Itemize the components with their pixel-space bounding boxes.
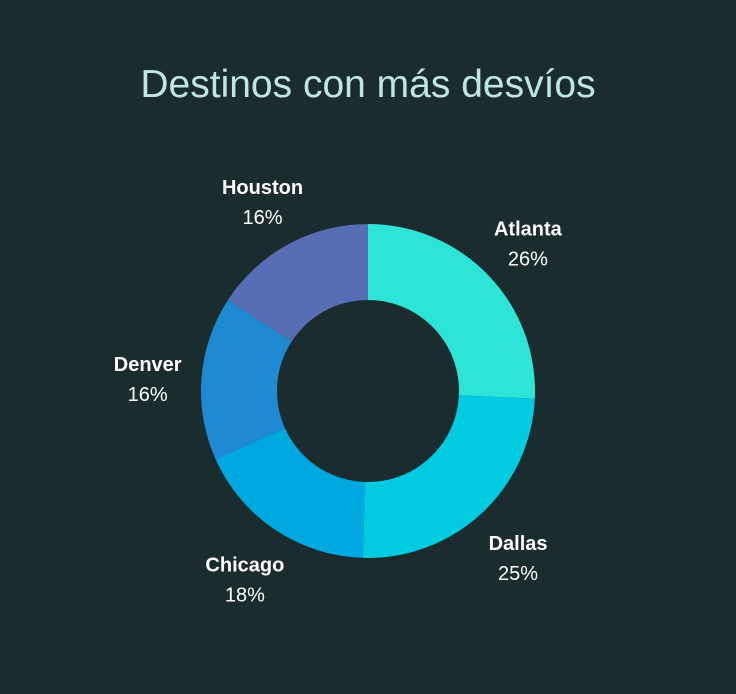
slice-label-atlanta: Atlanta [494,218,563,240]
slice-atlanta [368,224,535,399]
slice-label-chicago: Chicago [205,555,284,577]
slice-value-chicago: 18% [225,585,265,607]
slice-denver [201,300,292,460]
slice-chicago [215,428,366,558]
donut-slices [201,224,535,558]
slice-houston [227,224,368,342]
slice-value-houston: 16% [242,207,282,229]
slice-value-dallas: 25% [498,563,538,585]
slice-value-atlanta: 26% [508,248,548,270]
slice-value-denver: 16% [128,384,168,406]
slice-labels: Atlanta 26% Dallas 25% Chicago 18% Denver 16% Ho… [114,177,563,607]
slice-label-denver: Denver [114,354,182,376]
slice-dallas [362,395,535,558]
slice-label-houston: Houston [222,177,303,199]
slice-label-dallas: Dallas [489,533,548,555]
chart-title: Destinos con más desvíos [140,63,595,106]
